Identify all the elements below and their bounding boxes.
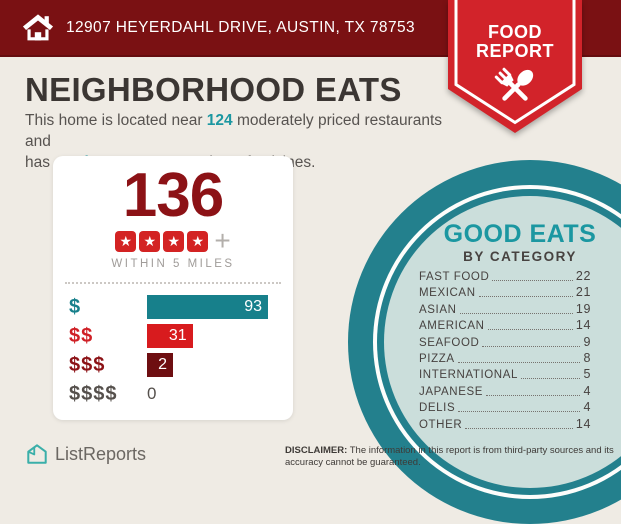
price-bar-row: $93 — [69, 295, 293, 319]
ribbon-shape — [448, 0, 582, 133]
dotted-leader — [478, 296, 573, 298]
category-count: 14 — [575, 416, 591, 431]
dotted-leader — [487, 329, 573, 331]
category-row: DELIS 4 — [419, 400, 591, 415]
badge-title-line2: REPORT — [475, 41, 554, 61]
price-tier-label: $$$ — [69, 353, 106, 376]
price-bar-row: $$$$ 0 — [69, 382, 293, 406]
total-restaurants: 136 — [122, 161, 224, 230]
dotted-divider — [65, 282, 281, 284]
star-icon: ★ — [139, 230, 161, 252]
category-count: 8 — [583, 350, 591, 365]
crossed-spoon-fork-icon — [494, 67, 534, 101]
rating-stars: ★ ★ ★ ★ + — [53, 225, 293, 256]
category-count: 4 — [583, 383, 591, 398]
dotted-leader — [492, 280, 573, 281]
category-row: FAST FOOD 22 — [419, 269, 591, 283]
restaurant-count: 124 — [206, 112, 233, 129]
category-row: SEAFOOD 9 — [419, 334, 591, 349]
price-tier-label: $ — [69, 295, 82, 318]
category-row: JAPANESE 4 — [419, 383, 591, 398]
category-name: DELIS — [419, 402, 456, 415]
dotted-leader — [486, 394, 581, 396]
price-tier-label: $$ — [69, 324, 94, 347]
category-count: 14 — [575, 318, 591, 333]
bar-track: 93 — [147, 295, 275, 319]
plus-suffix: + — [214, 225, 231, 256]
bar-zero-value: 0 — [147, 384, 157, 403]
restaurant-stats-card: 136 ★ ★ ★ ★ + WITHIN 5 MILES $93 $$ 31 $$$ 2 $$$$… — [53, 156, 293, 420]
category-name: OTHER — [419, 418, 463, 431]
good-eats-circle — [348, 160, 621, 524]
bar-track: 31 — [147, 324, 275, 348]
bar-track: 2 — [147, 353, 275, 377]
listreports-logo: ListReports — [26, 443, 146, 465]
circle-inner — [384, 196, 621, 488]
badge-title-line1: FOOD — [488, 22, 542, 42]
category-name: AMERICAN — [419, 320, 485, 333]
category-name: INTERNATIONAL — [419, 369, 518, 382]
good-eats-title: GOOD EATS — [443, 220, 597, 248]
category-row: AMERICAN 14 — [419, 318, 591, 333]
food-report-badge: FOOD REPORT — [448, 0, 582, 133]
star-icon: ★ — [115, 230, 137, 252]
category-count: 22 — [575, 269, 591, 283]
category-count: 19 — [575, 301, 591, 316]
bar-fill: 2 — [147, 353, 173, 377]
category-name: ASIAN — [419, 303, 457, 316]
category-count: 4 — [583, 400, 591, 415]
category-count: 21 — [575, 285, 591, 300]
good-eats-subtitle: BY CATEGORY — [463, 249, 577, 264]
radius-label: WITHIN 5 MILES — [111, 258, 235, 270]
star-icon: ★ — [163, 230, 185, 252]
price-tier-label: $$$$ — [69, 382, 118, 405]
category-row: PIZZA 8 — [419, 350, 591, 365]
intro-part2: moderately priced restaurants and — [25, 112, 443, 150]
category-count: 5 — [583, 367, 591, 382]
category-list: FAST FOOD 22 MEXICAN 21 ASIAN 19 AMERICAN 14 SEA… — [419, 269, 591, 435]
intro-part1: This home is located near — [25, 112, 207, 129]
category-name: PIZZA — [419, 352, 455, 365]
dotted-leader — [520, 378, 581, 380]
price-tier-bar-chart: $93 $$ 31 $$$ 2 $$$$ 0 — [69, 295, 293, 406]
dotted-leader — [457, 361, 581, 363]
listreports-house-icon — [27, 444, 47, 464]
disclaimer: DISCLAIMER: The information in this repo… — [285, 445, 615, 469]
house-icon — [22, 14, 54, 41]
property-address: 12907 HEYERDAHL DRIVE, AUSTIN, TX 78753 — [66, 18, 416, 36]
price-bar-row: $$ 31 — [69, 324, 293, 348]
bar-fill: 31 — [147, 324, 193, 348]
dotted-leader — [458, 411, 581, 413]
category-row: MEXICAN 21 — [419, 285, 591, 300]
category-name: MEXICAN — [419, 287, 476, 300]
brand-name: ListReports — [55, 443, 147, 464]
price-bar-row: $$$ 2 — [69, 353, 293, 377]
category-row: ASIAN 19 — [419, 301, 591, 316]
dotted-leader — [482, 345, 581, 347]
bar-track: 0 — [147, 382, 275, 406]
badge-title: FOOD REPORT — [448, 23, 582, 61]
category-row: INTERNATIONAL 5 — [419, 367, 591, 382]
star-icon: ★ — [187, 230, 209, 252]
category-name: SEAFOOD — [419, 336, 480, 349]
category-name: JAPANESE — [419, 385, 484, 398]
category-name: FAST FOOD — [419, 271, 490, 283]
dotted-leader — [465, 427, 573, 429]
disclaimer-text: The information in this report is from t… — [285, 445, 614, 468]
dotted-leader — [459, 312, 573, 314]
bar-fill: 93 — [147, 295, 268, 319]
category-row: OTHER 14 — [419, 416, 591, 431]
disclaimer-label: DISCLAIMER: — [285, 445, 348, 456]
page-title: NEIGHBORHOOD EATS — [25, 71, 402, 108]
category-count: 9 — [583, 334, 591, 349]
